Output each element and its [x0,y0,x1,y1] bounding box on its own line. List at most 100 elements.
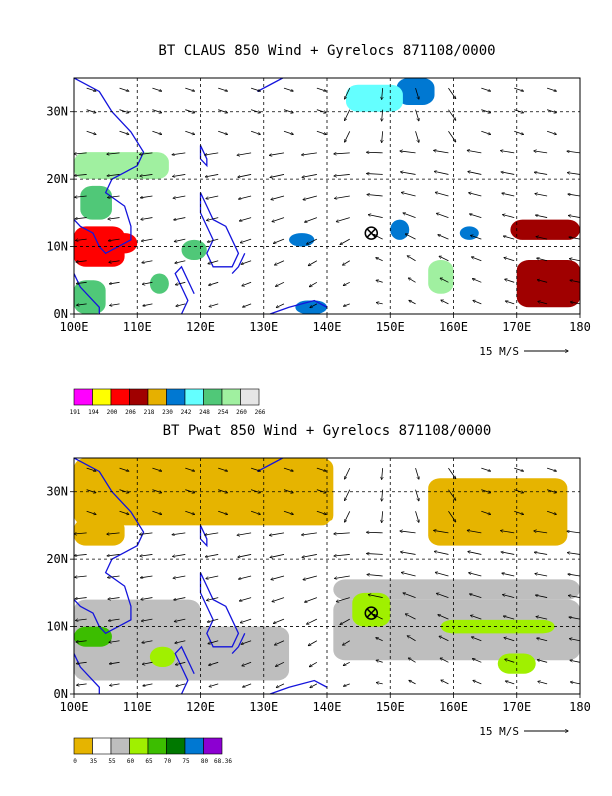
wind-vector [152,467,161,471]
wind-vector [119,109,129,113]
wind-vector [283,109,293,113]
wind-vector [382,468,383,479]
wind-vector [107,174,120,175]
wind-vector [272,217,285,222]
y-tick-label: 20N [46,552,68,566]
wind-vector [172,532,186,535]
wind-vector [469,193,482,197]
wind-vector [119,467,129,471]
wind-vector [175,640,186,643]
colorbar-label: 194 [88,409,99,416]
colorbar-label: 55 [108,758,116,765]
coast-layer-2 [74,458,328,694]
wind-vector [207,618,219,622]
colorbar-swatch [147,737,167,755]
wind-vector [343,661,350,665]
wind-vector [345,131,351,142]
wind-vector [185,467,194,471]
wind-vector [473,680,482,685]
wind-vector [74,174,87,175]
wind-vector [152,510,161,514]
y-tick-label: 20N [46,172,68,186]
wind-vector [345,467,351,479]
field-region [149,646,176,668]
wind-vector [175,661,186,664]
wind-vector [142,281,153,284]
wind-vector [109,640,120,643]
wind-vector [538,301,548,305]
wind-vector [505,681,515,685]
wind-vector [401,172,416,175]
y-tick-label: 0N [54,687,68,701]
wind-vector [546,130,556,134]
wind-vector [305,597,318,603]
wind-vector [175,260,186,263]
wind-vector [141,618,153,621]
field-region [440,619,555,634]
wind-vector [140,575,153,578]
wind-vector [250,510,260,514]
coastline [269,299,328,314]
field-region [352,592,391,627]
wind-vector [305,217,318,223]
wind-vector [75,576,87,577]
wind-vector [242,281,252,285]
wind-vector [310,303,318,308]
wind-vector [472,279,482,283]
wind-vector [368,215,383,218]
colorbar-label: 248 [199,409,210,416]
wind-vector [400,151,416,154]
wind-vector [401,192,416,197]
wind-vector [340,238,350,244]
wind-vector [173,575,186,578]
wind-vector [207,238,219,242]
wind-vector [107,533,120,534]
colorbar-label: 206 [125,409,136,416]
wind-vector [579,131,580,132]
x-tick-label: 110E [123,700,152,714]
wind-vector [570,660,580,663]
wind-vector [536,215,548,218]
wind-vector [405,234,416,240]
wind-vector [275,640,285,645]
wind-vector [273,618,285,623]
gyre-circle [364,606,379,620]
x-tick-label: 180 [569,700,591,714]
wind-vector [534,151,548,154]
wind-vector [481,510,490,514]
wind-vector [205,532,219,535]
wind-vector [176,683,186,686]
colorbar-label: 218 [144,409,155,416]
wind-vector [441,300,449,305]
wind-vector [569,617,580,620]
wind-vector [567,151,580,154]
wind-vector [537,258,548,262]
coastline [231,253,246,274]
wind-vector [345,87,351,99]
wind-vector [569,237,580,240]
wind-vector [407,256,416,262]
wind-vector [174,238,186,241]
coastline [257,458,284,473]
field-region [333,579,580,600]
colorbar-swatch [92,388,112,406]
wind-vector [502,193,515,197]
y-ticks-2: 0N 10N 20N 30N [46,485,74,701]
wind-vector [218,467,227,471]
wind-vector [334,554,350,556]
wind-vector [250,109,260,113]
wind-vector [308,640,318,646]
wind-vector [415,489,419,501]
coastline [74,458,145,635]
colorbar-2: 0 35 55 60 65 70 75 80 68.36 [73,737,232,765]
wind-vector [270,152,285,155]
wind-vector [434,530,449,534]
wind-vector [579,109,580,111]
wind-vector [174,597,186,600]
wind-vector [434,171,449,175]
wind-vector [415,467,419,479]
wind-vector [309,661,318,666]
wind-vector [415,511,419,522]
wind-vector [343,281,350,285]
wind-vector [86,109,96,113]
